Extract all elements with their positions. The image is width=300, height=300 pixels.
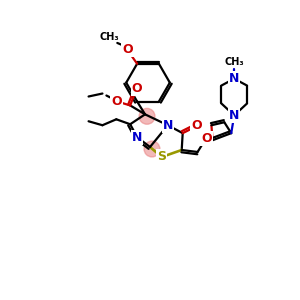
Circle shape bbox=[139, 108, 155, 124]
Text: N: N bbox=[132, 130, 142, 144]
Text: N: N bbox=[163, 119, 173, 132]
Text: O: O bbox=[201, 132, 212, 145]
Text: N: N bbox=[229, 72, 239, 85]
Text: CH₃: CH₃ bbox=[100, 32, 119, 42]
Text: O: O bbox=[122, 44, 133, 56]
Circle shape bbox=[144, 141, 160, 157]
Text: O: O bbox=[111, 95, 122, 108]
Text: N: N bbox=[229, 109, 239, 122]
Text: S: S bbox=[158, 150, 166, 164]
Text: CH₃: CH₃ bbox=[224, 57, 244, 67]
Text: O: O bbox=[191, 119, 202, 132]
Text: O: O bbox=[132, 82, 142, 95]
